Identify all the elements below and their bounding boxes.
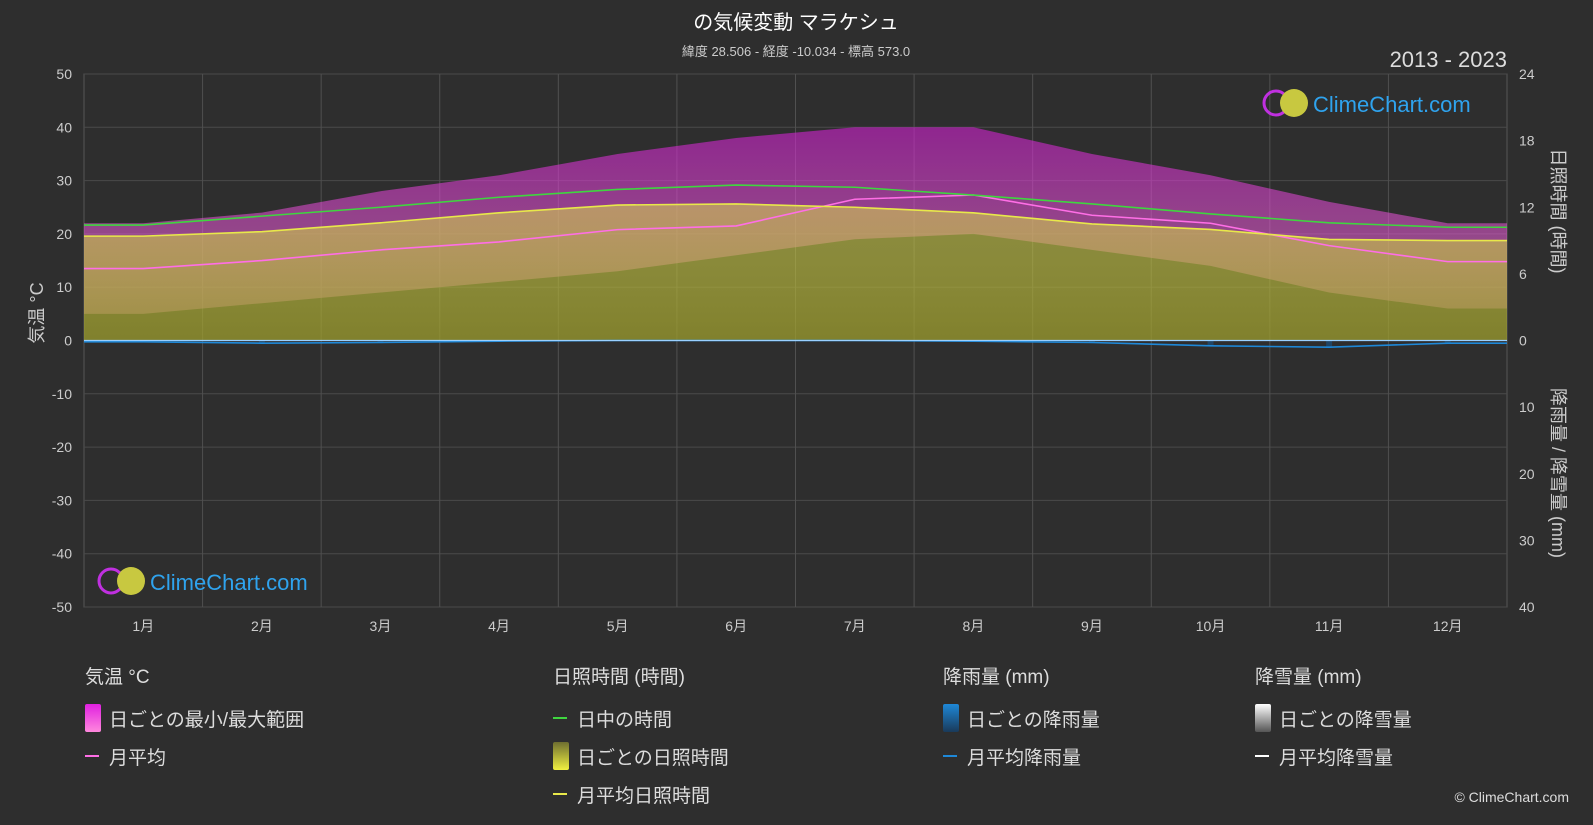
rain-avg-swatch bbox=[943, 755, 957, 757]
chart-subtitle: 緯度 28.506 - 経度 -10.034 - 標高 573.0 bbox=[682, 44, 910, 59]
month-tick-label: 7月 bbox=[844, 618, 866, 634]
left-tick-label: -20 bbox=[52, 439, 72, 455]
legend-temperature: 気温 °C 日ごとの最小/最大範囲 月平均 bbox=[85, 662, 304, 775]
legend-snow-title: 降雪量 (mm) bbox=[1255, 667, 1362, 688]
month-tick-label: 8月 bbox=[962, 618, 984, 634]
month-tick-label: 6月 bbox=[725, 618, 747, 634]
series-lines bbox=[84, 184, 1507, 348]
legend-rain: 降雨量 (mm) 日ごとの降雨量 月平均降雨量 bbox=[943, 662, 1100, 775]
legend-label: 日ごとの降雨量 bbox=[967, 709, 1100, 731]
sunshine-swatch bbox=[553, 742, 569, 770]
temp-avg-line bbox=[84, 194, 1507, 270]
month-tick-label: 3月 bbox=[370, 618, 392, 634]
legend-label: 月平均降雨量 bbox=[967, 747, 1082, 769]
right-tick-label: 30 bbox=[1519, 532, 1535, 548]
rain-bar bbox=[1326, 340, 1333, 348]
legend-label: 月平均日照時間 bbox=[577, 785, 711, 807]
period-label: 2013 - 2023 bbox=[1390, 47, 1507, 72]
sunshine-avg-swatch bbox=[553, 793, 567, 795]
legend-snow: 降雪量 (mm) 日ごとの降雪量 月平均降雪量 bbox=[1255, 662, 1412, 775]
rain-bar bbox=[1088, 340, 1095, 343]
legend-item-temp-avg: 月平均 bbox=[85, 737, 304, 775]
legend-label: 月平均降雪量 bbox=[1279, 747, 1394, 769]
legend-item-sunshine-daily: 日ごとの日照時間 bbox=[553, 737, 729, 775]
month-tick-label: 5月 bbox=[607, 618, 629, 634]
month-tick-label: 4月 bbox=[488, 618, 510, 634]
rain-bar bbox=[258, 340, 265, 344]
left-tick-label: -50 bbox=[52, 599, 72, 615]
legend-item-sunshine-avg: 月平均日照時間 bbox=[553, 775, 729, 813]
logo-sun-icon bbox=[1280, 89, 1308, 117]
left-tick-label: -30 bbox=[52, 492, 72, 508]
rain-bar bbox=[1207, 340, 1214, 346]
right-tick-label: 18 bbox=[1519, 133, 1535, 149]
left-axis-title: 気温 °C bbox=[27, 282, 47, 343]
brand-text-top: ClimeChart.com bbox=[1313, 92, 1471, 117]
temp-avg-swatch bbox=[85, 755, 99, 757]
legend-rain-title: 降雨量 (mm) bbox=[943, 667, 1050, 688]
month-tick-label: 10月 bbox=[1196, 618, 1226, 634]
snow-avg-swatch bbox=[1255, 755, 1269, 757]
month-tick-label: 1月 bbox=[132, 618, 154, 634]
legend-label: 日ごとの降雪量 bbox=[1279, 709, 1412, 731]
left-tick-label: 10 bbox=[56, 279, 72, 295]
legend-sunshine: 日照時間 (時間) 日中の時間 日ごとの日照時間 月平均日照時間 bbox=[553, 662, 729, 813]
left-tick-label: -40 bbox=[52, 546, 72, 562]
axes: 50 40 30 20 10 0 -10 -20 -30 -40 -50 24 18 12 6 0 10 20 30… bbox=[52, 66, 1535, 634]
right-tick-label: 24 bbox=[1519, 66, 1535, 82]
left-tick-label: 30 bbox=[56, 173, 72, 189]
sunshine-area bbox=[84, 203, 1507, 341]
legend-item-snow-daily: 日ごとの降雪量 bbox=[1255, 699, 1412, 737]
month-tick-label: 11月 bbox=[1315, 618, 1344, 634]
sunshine-daily-area bbox=[84, 203, 1507, 341]
copyright: © ClimeChart.com bbox=[1454, 789, 1569, 805]
brand-logo-bottom: ClimeChart.com bbox=[97, 567, 308, 595]
rain-bar bbox=[1444, 340, 1451, 344]
month-tick-label: 12月 bbox=[1433, 618, 1463, 634]
legend-item-temp-range: 日ごとの最小/最大範囲 bbox=[85, 699, 304, 737]
daylight-line bbox=[84, 184, 1507, 229]
brand-text-bottom: ClimeChart.com bbox=[150, 570, 308, 595]
snow-swatch bbox=[1255, 704, 1271, 732]
left-tick-label: -10 bbox=[52, 386, 72, 402]
legend-item-rain-avg: 月平均降雨量 bbox=[943, 737, 1100, 775]
right-tick-label: 40 bbox=[1519, 599, 1535, 615]
right-tick-label: 0 bbox=[1519, 333, 1527, 349]
legend-label: 日ごとの最小/最大範囲 bbox=[109, 709, 305, 731]
legend-label: 日中の時間 bbox=[577, 709, 673, 731]
right-axis-title-top: 日照時間 (時間) bbox=[1548, 149, 1568, 274]
chart-title: の気候変動 マラケシュ bbox=[693, 11, 899, 34]
legend-label: 月平均 bbox=[109, 747, 167, 769]
sunshine-avg-line bbox=[84, 203, 1507, 242]
legend-temperature-title: 気温 °C bbox=[85, 667, 150, 688]
legend-item-snow-avg: 月平均降雪量 bbox=[1255, 737, 1412, 775]
legend-item-daylight: 日中の時間 bbox=[553, 699, 729, 737]
rain-bar bbox=[377, 340, 384, 343]
legend-item-rain-daily: 日ごとの降雨量 bbox=[943, 699, 1100, 737]
legend-label: 日ごとの日照時間 bbox=[577, 747, 729, 769]
rain-swatch bbox=[943, 704, 959, 732]
right-axis-title-bottom: 降雨量 / 降雪量 (mm) bbox=[1548, 388, 1568, 558]
left-tick-label: 0 bbox=[64, 333, 72, 349]
left-tick-label: 50 bbox=[56, 66, 72, 82]
daylight-swatch bbox=[553, 717, 567, 719]
left-tick-label: 40 bbox=[56, 119, 72, 135]
climate-chart: の気候変動 マラケシュ 緯度 28.506 - 経度 -10.034 - 標高 … bbox=[27, 11, 1568, 634]
right-tick-label: 6 bbox=[1519, 266, 1527, 282]
brand-logo-top: ClimeChart.com bbox=[1262, 89, 1471, 117]
logo-sun-icon bbox=[117, 567, 145, 595]
right-tick-label: 12 bbox=[1519, 199, 1535, 215]
right-tick-label: 10 bbox=[1519, 399, 1535, 415]
legend-sunshine-title: 日照時間 (時間) bbox=[553, 667, 685, 688]
right-tick-label: 20 bbox=[1519, 466, 1535, 482]
month-tick-label: 2月 bbox=[251, 618, 273, 634]
temp-range-swatch bbox=[85, 704, 101, 732]
left-tick-label: 20 bbox=[56, 226, 72, 242]
month-tick-label: 9月 bbox=[1081, 618, 1103, 634]
